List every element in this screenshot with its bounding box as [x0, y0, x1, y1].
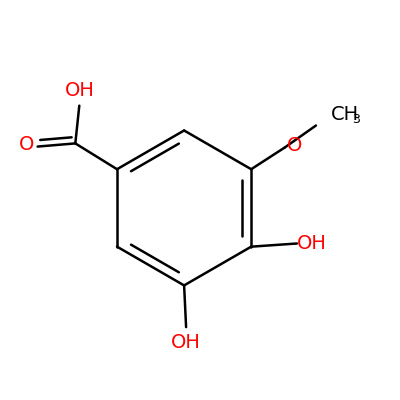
Text: CH: CH: [331, 105, 359, 124]
Text: 3: 3: [352, 113, 360, 126]
Text: O: O: [19, 135, 34, 154]
Text: OH: OH: [297, 234, 327, 253]
Text: OH: OH: [65, 81, 95, 100]
Text: O: O: [287, 136, 302, 155]
Text: OH: OH: [171, 333, 201, 352]
